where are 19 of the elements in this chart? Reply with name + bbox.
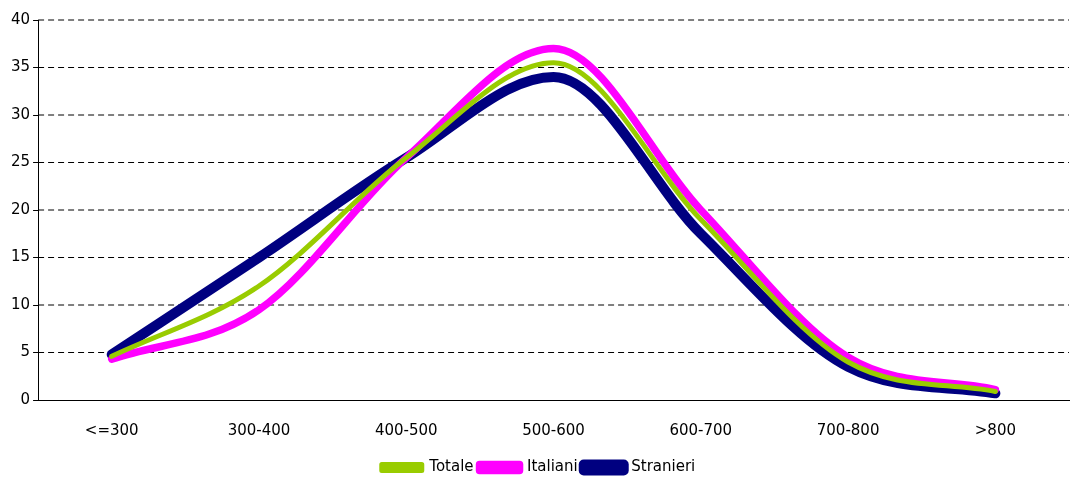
legend-label: Stranieri [631,457,696,476]
y-tick-label: 0 [20,389,31,408]
legend-label: Totale [428,457,474,476]
x-tick-label: >800 [974,420,1016,439]
x-tick-label: <=300 [84,420,139,439]
x-tick-label: 400-500 [374,420,438,439]
y-tick-label: 10 [10,294,31,313]
y-tick-label: 5 [20,342,31,361]
x-tick-label: 600-700 [669,420,733,439]
legend-label: Italiani [527,457,578,476]
y-tick-label: 25 [10,152,31,171]
y-tick-label: 35 [10,57,31,76]
x-tick-label: 500-600 [522,420,585,439]
y-tick-label: 30 [10,104,31,123]
y-tick-label: 15 [10,247,31,266]
x-tick-label: 300-400 [227,420,291,439]
y-tick-label: 20 [10,199,31,218]
x-tick-label: 700-800 [816,420,880,439]
y-tick-label: 40 [10,9,31,28]
